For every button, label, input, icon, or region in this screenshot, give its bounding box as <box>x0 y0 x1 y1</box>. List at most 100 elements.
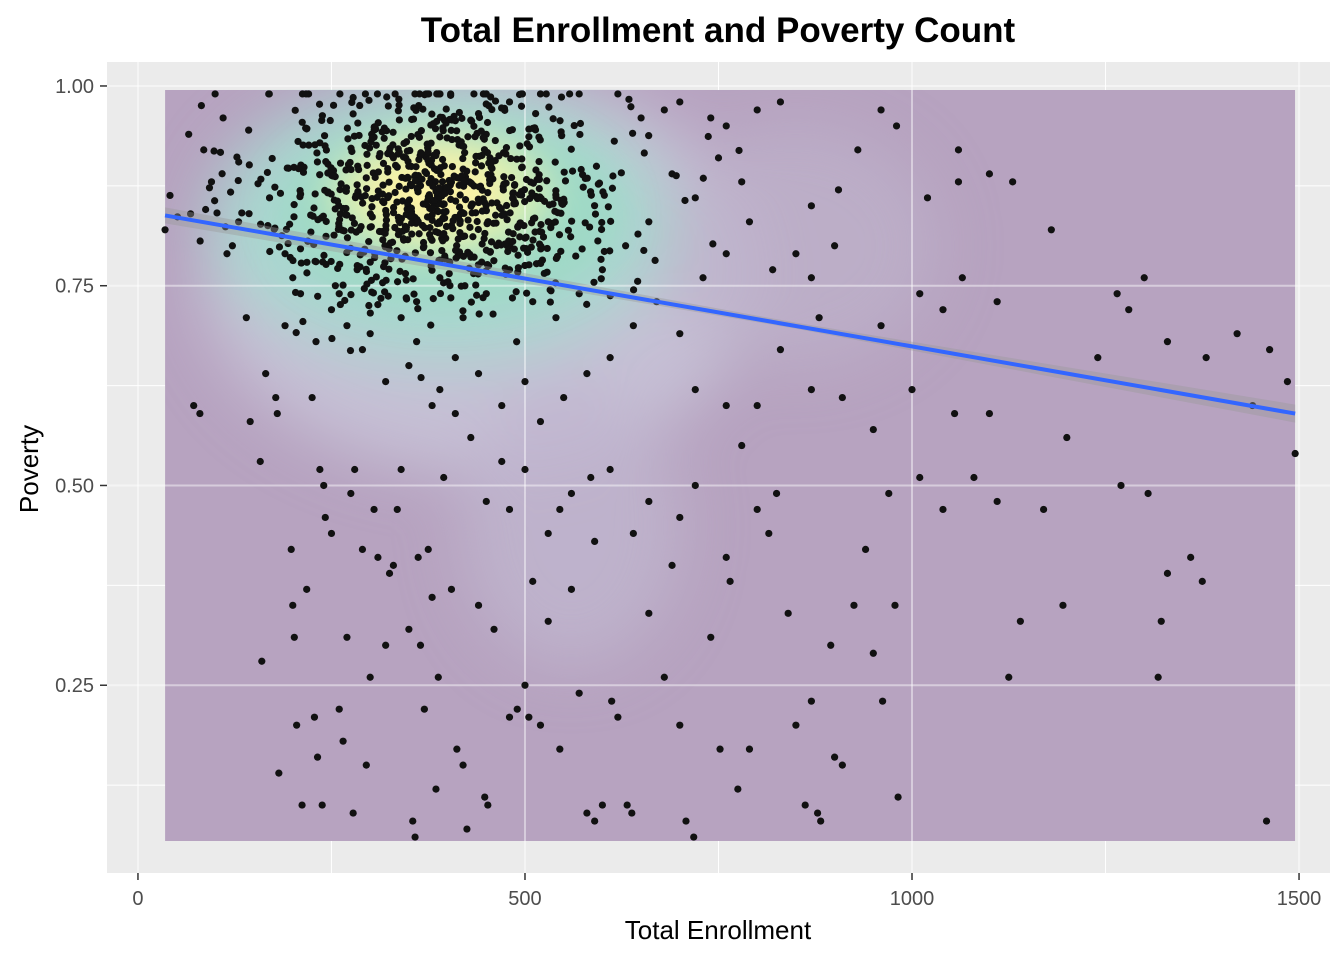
data-point <box>676 98 684 106</box>
data-point <box>379 181 387 189</box>
data-point <box>409 115 418 123</box>
data-point <box>289 256 297 265</box>
data-point <box>558 132 566 140</box>
data-point <box>307 228 315 236</box>
data-point <box>576 119 585 128</box>
data-point <box>297 259 305 267</box>
data-point <box>516 233 524 241</box>
data-point <box>185 130 193 138</box>
data-point <box>348 147 356 156</box>
data-point <box>282 225 290 234</box>
data-point <box>1291 449 1299 458</box>
data-point <box>327 164 335 172</box>
data-point <box>420 242 428 251</box>
data-point <box>614 90 622 98</box>
data-point <box>691 385 699 394</box>
data-point <box>318 112 326 120</box>
data-point <box>463 167 471 175</box>
data-point <box>1283 378 1292 386</box>
data-point <box>226 188 235 196</box>
data-point <box>540 269 548 278</box>
data-point <box>346 346 355 355</box>
data-point <box>1117 481 1125 490</box>
data-point <box>629 322 637 330</box>
data-point <box>472 281 480 289</box>
data-point <box>311 190 319 198</box>
data-point <box>393 278 402 286</box>
data-point <box>414 553 422 561</box>
data-point <box>415 230 423 238</box>
data-point <box>501 240 509 248</box>
data-point <box>429 295 437 303</box>
data-point <box>321 186 329 194</box>
data-point <box>543 177 551 185</box>
data-point <box>471 168 479 176</box>
data-point <box>324 169 332 177</box>
data-point <box>451 409 459 418</box>
data-point <box>303 585 311 593</box>
data-point <box>505 713 514 721</box>
data-point <box>264 222 272 230</box>
data-point <box>389 141 397 149</box>
data-point <box>395 95 403 103</box>
data-point <box>427 156 436 164</box>
data-point <box>443 183 451 191</box>
data-point <box>807 385 815 394</box>
data-point <box>522 233 530 241</box>
data-point <box>342 211 350 219</box>
data-point <box>265 90 273 98</box>
data-point <box>417 149 425 157</box>
data-point <box>634 277 642 285</box>
data-point <box>1140 274 1148 282</box>
data-point <box>598 801 606 809</box>
data-point <box>676 513 684 522</box>
data-point <box>402 225 410 234</box>
data-point <box>579 183 587 191</box>
data-point <box>453 745 461 753</box>
data-point <box>433 220 441 228</box>
data-point <box>950 409 959 418</box>
data-point <box>1047 226 1055 234</box>
data-point <box>514 251 522 259</box>
data-point <box>321 513 329 522</box>
data-point <box>535 157 543 166</box>
data-point <box>428 401 436 410</box>
data-point <box>393 247 401 255</box>
x-tick-label: 500 <box>508 888 541 910</box>
data-point <box>348 214 356 222</box>
data-point <box>313 158 322 166</box>
data-point <box>509 194 517 202</box>
data-point <box>349 809 357 817</box>
data-point <box>405 362 413 370</box>
data-point <box>292 329 300 337</box>
data-point <box>738 178 746 186</box>
data-point <box>507 173 516 182</box>
data-point <box>464 216 472 224</box>
data-point <box>885 489 893 498</box>
data-point <box>437 170 445 179</box>
data-point <box>454 235 462 243</box>
data-point <box>440 473 448 482</box>
data-point <box>413 338 421 346</box>
chart-title: Total Enrollment and Poverty Count <box>421 11 1016 50</box>
data-point <box>484 801 492 809</box>
data-point <box>359 199 367 207</box>
data-point <box>339 737 347 745</box>
data-point <box>645 609 653 617</box>
data-point <box>660 106 668 114</box>
data-point <box>576 130 584 139</box>
data-point <box>690 833 698 841</box>
data-point <box>439 237 447 245</box>
data-point <box>329 172 337 180</box>
data-point <box>296 186 304 195</box>
data-point <box>709 240 717 248</box>
data-point <box>527 243 535 251</box>
data-point <box>610 137 618 145</box>
data-point <box>405 625 413 633</box>
data-point <box>347 290 355 299</box>
data-point <box>412 106 420 115</box>
data-point <box>609 172 617 180</box>
data-point <box>553 252 562 261</box>
data-point <box>722 250 730 258</box>
data-point <box>518 155 526 163</box>
